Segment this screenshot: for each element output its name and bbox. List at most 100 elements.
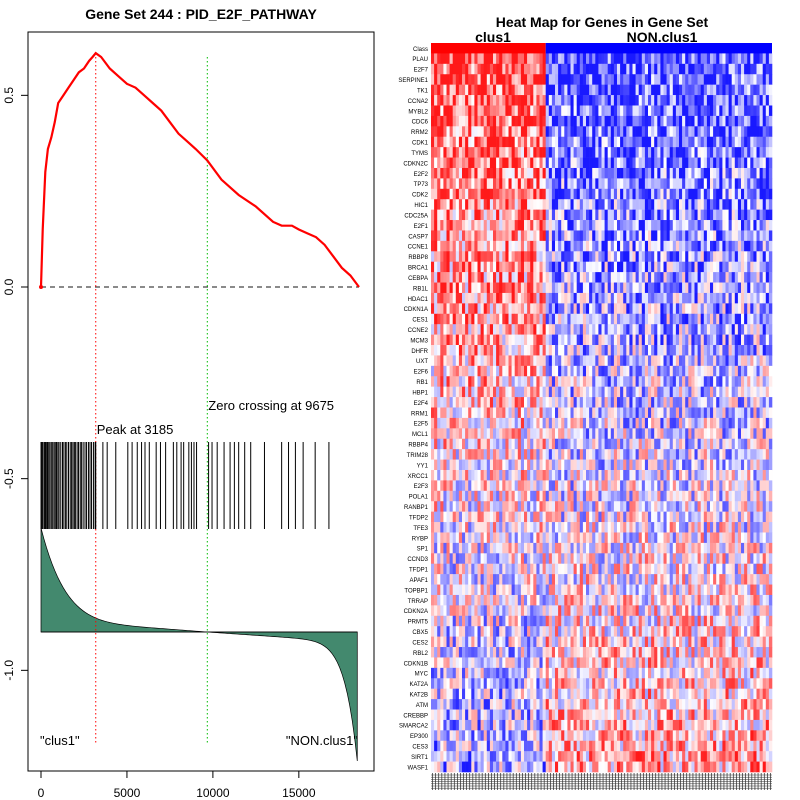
heatmap-cell [765,376,770,387]
heatmap-cell [703,490,708,502]
heatmap-cell [493,480,497,492]
heatmap-cell [629,334,633,346]
heatmap-cell [623,178,627,190]
heatmap-cell [641,74,646,85]
heatmap-cell [604,272,608,283]
heatmap-cell [468,167,472,179]
heatmap-cell [648,272,652,283]
heatmap-cell [496,428,500,440]
heatmap-cell [483,449,488,460]
heatmap-cell [719,199,723,210]
heatmap-cell [697,188,701,200]
heatmap-cell [747,209,751,221]
heatmap-cell [629,157,633,169]
heatmap-cell [756,355,760,367]
heatmap-cell [449,292,453,304]
heatmap-cell [753,324,757,335]
heatmap-cell [744,324,748,335]
heatmap-cell [744,469,748,481]
heatmap-cell [465,240,469,252]
heatmap-cell [589,105,593,117]
heatmap-cell [517,438,522,450]
heatmap-cell [613,397,618,408]
heatmap-cell [520,272,525,283]
heatmap-cell [660,147,664,158]
heatmap-cell [768,240,773,252]
heatmap-cell [536,167,540,179]
heatmap-cell [601,303,605,315]
heatmap-cell [468,272,472,283]
heatmap-cell [589,345,593,356]
heatmap-cell [741,74,745,85]
heatmap-cell [558,230,562,242]
heatmap-cell [765,292,770,304]
heatmap-cell [725,355,729,367]
heatmap-cell [437,313,441,325]
heatmap-cell [489,220,494,231]
heatmap-cell [737,355,742,367]
heatmap-cell [629,230,633,242]
heatmap-cell [539,199,543,210]
heatmap-cell [666,115,670,127]
heatmap-cell [635,53,639,65]
heatmap-cell [586,501,590,512]
heatmap-cell [747,417,751,429]
heatmap-cell [722,220,726,231]
heatmap-cell [635,126,639,138]
heatmap-cell [620,480,624,492]
heatmap-cell [474,240,478,252]
heatmap-cell [672,53,677,65]
heatmap-cell [663,167,667,179]
heatmap-cell [691,469,695,481]
heatmap-cell [756,74,760,85]
heatmap-cell [598,147,602,158]
heatmap-cell [573,376,577,387]
heatmap-cell [741,240,745,252]
heatmap-cell [542,199,546,210]
heatmap-cell [455,365,460,377]
heatmap-cell [737,313,742,325]
heatmap-cell [700,126,705,138]
heatmap-cell [474,220,478,231]
heatmap-cell [533,501,537,512]
heatmap-cell [564,74,568,85]
heatmap-cell [722,365,726,377]
heatmap-cell [558,469,562,481]
heatmap-cell [598,105,602,117]
heatmap-cell [700,501,705,512]
heatmap-cell [623,53,627,65]
heatmap-cell [505,480,509,492]
heatmap-cell [489,459,494,471]
heatmap-cell [486,397,491,408]
heatmap-cell [458,469,463,481]
heatmap-cell [651,282,655,294]
heatmap-cell [669,105,674,117]
heatmap-cell [592,376,596,387]
heatmap-cell [527,365,531,377]
heatmap-cell [493,105,497,117]
heatmap-cell [455,490,460,502]
heatmap-cell [737,282,742,294]
heatmap-cell [734,417,739,429]
heatmap-cell [573,178,577,190]
heatmap-cell [716,136,720,148]
heatmap-cell [598,376,602,387]
heatmap-cell [731,282,736,294]
heatmap-cell [685,220,689,231]
heatmap-cell [576,251,581,262]
heatmap-cell [737,376,742,387]
heatmap-cell [648,126,652,138]
heatmap-cell [737,167,742,179]
heatmap-cell [471,324,475,335]
heatmap-cell [626,84,630,96]
heatmap-cell [477,261,481,273]
heatmap-cell [710,199,714,210]
heatmap-cell [458,282,463,294]
heatmap-cell [564,501,568,512]
heatmap-cell [530,136,534,148]
heatmap-cell [750,438,754,450]
heatmap-cell [734,313,739,325]
heatmap-cell [741,397,745,408]
heatmap-cell [582,136,587,148]
heatmap-cell [489,240,494,252]
